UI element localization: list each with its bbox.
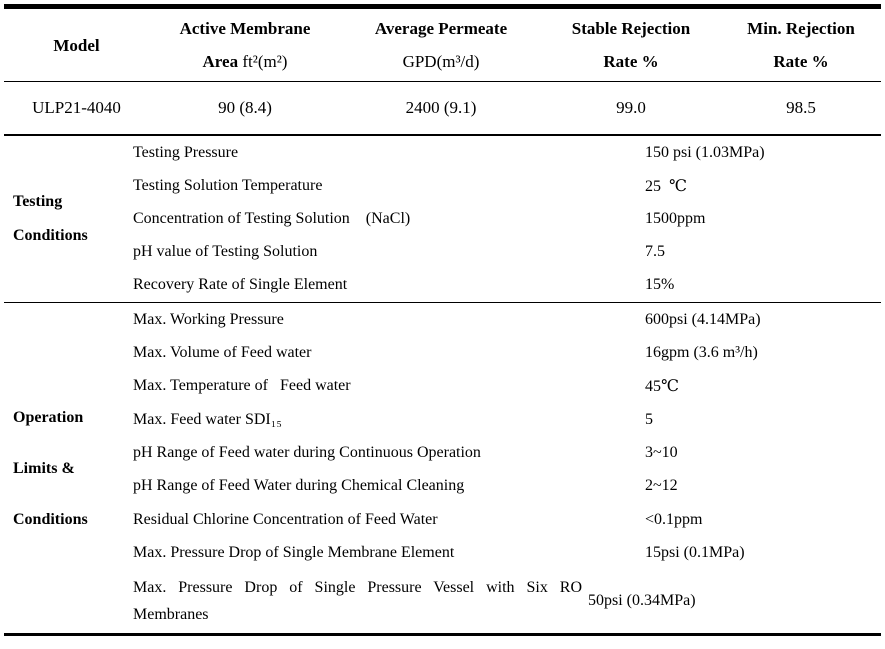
condition-row: Max. Temperature of Feed water 45℃	[133, 370, 881, 403]
section-testing-conditions: Testing Conditions Testing Pressure 150 …	[4, 136, 881, 303]
condition-row: Max. Pressure Drop of Single Membrane El…	[133, 536, 881, 569]
section-title-line: Limits &	[13, 459, 75, 477]
spec-table-header-row: Model Active Membrane Area ft²(m²) Avera…	[4, 9, 881, 82]
spec-table-data-row: ULP21-4040 90 (8.4) 2400 (9.1) 99.0 98.5	[4, 82, 881, 136]
cell-stable-rejection-rate: 99.0	[616, 98, 646, 117]
condition-row: Residual Chlorine Concentration of Feed …	[133, 503, 881, 536]
condition-row: Max. Working Pressure 600psi (4.14MPa)	[133, 303, 881, 336]
condition-value: 16gpm (3.6 m³/h)	[645, 343, 758, 361]
col-header-stable-rejection: Stable Rejection Rate %	[541, 20, 721, 70]
section-title-line: Testing	[13, 193, 63, 210]
condition-value: 600psi (4.14MPa)	[645, 310, 761, 328]
condition-value: 25 ℃	[645, 177, 687, 195]
header-line1: Active Membrane	[179, 19, 311, 38]
condition-value: 45℃	[645, 378, 679, 396]
condition-value: <0.1ppm	[645, 510, 703, 528]
condition-row: Recovery Rate of Single Element 15%	[133, 269, 881, 302]
section-operation-limits: Operation Limits & Conditions Max. Worki…	[4, 303, 881, 636]
condition-row: Testing Solution Temperature 25 ℃	[133, 169, 881, 202]
spec-table: Model Active Membrane Area ft²(m²) Avera…	[4, 4, 881, 136]
col-header-model: Model	[4, 37, 149, 54]
condition-label: Max. Pressure Drop of Single Pressure Ve…	[133, 579, 582, 624]
header-line2: Rate %	[603, 52, 659, 71]
condition-value: 2~12	[645, 477, 678, 495]
section-rows: Testing Pressure 150 psi (1.03MPa) Testi…	[133, 136, 881, 302]
condition-row: Testing Pressure 150 psi (1.03MPa)	[133, 136, 881, 169]
section-title: Testing Conditions	[4, 136, 133, 302]
header-text: Model	[53, 35, 100, 55]
condition-value: 15psi (0.1MPa)	[645, 543, 745, 561]
condition-row: Max. Volume of Feed water 16gpm (3.6 m³/…	[133, 336, 881, 369]
condition-row: pH value of Testing Solution 7.5	[133, 236, 881, 269]
condition-row: Max. Pressure Drop of Single Pressure Ve…	[133, 570, 881, 633]
condition-label: Residual Chlorine Concentration of Feed …	[133, 510, 438, 528]
condition-value: 1500ppm	[645, 210, 706, 227]
condition-label: pH Range of Feed water during Continuous…	[133, 443, 481, 461]
section-title: Operation Limits & Conditions	[4, 303, 133, 633]
header-line2: Rate %	[773, 52, 829, 71]
condition-label: Max. Volume of Feed water	[133, 343, 312, 361]
section-title-line: Operation	[13, 408, 84, 426]
header-unit: ft²(m²)	[238, 52, 288, 71]
col-header-average-permeate: Average Permeate GPD(m³/d)	[341, 20, 541, 70]
header-line1: Average Permeate	[374, 19, 508, 38]
condition-value: 50psi (0.34MPa)	[588, 592, 696, 610]
condition-label: pH value of Testing Solution	[133, 243, 318, 261]
condition-label: Max. Pressure Drop of Single Membrane El…	[133, 543, 455, 561]
section-rows: Max. Working Pressure 600psi (4.14MPa) M…	[133, 303, 881, 633]
cell-average-permeate: 2400 (9.1)	[405, 98, 477, 117]
condition-value: 3~10	[645, 443, 678, 461]
condition-row: Concentration of Testing Solution (NaCl)…	[133, 202, 881, 235]
header-unit: GPD(m³/d)	[402, 52, 480, 71]
header-line1: Stable Rejection	[571, 19, 691, 38]
condition-value: 15%	[645, 276, 675, 294]
cell-model: ULP21-4040	[32, 98, 121, 117]
condition-label: Max. Temperature of Feed water	[133, 377, 351, 395]
section-title-line: Conditions	[13, 510, 88, 528]
condition-row: Max. Feed water SDI₁₅ 5	[133, 403, 881, 436]
col-header-min-rejection: Min. Rejection Rate %	[721, 20, 881, 70]
condition-row: pH Range of Feed Water during Chemical C…	[133, 470, 881, 503]
col-header-active-membrane-area: Active Membrane Area ft²(m²)	[149, 20, 341, 70]
condition-value: 7.5	[645, 243, 665, 261]
cell-active-membrane-area: 90 (8.4)	[218, 98, 272, 117]
condition-label: Recovery Rate of Single Element	[133, 276, 348, 294]
condition-value: 5	[645, 410, 653, 428]
condition-label: Max. Working Pressure	[133, 310, 284, 328]
condition-label: Testing Solution Temperature	[133, 176, 323, 194]
header-line1: Min. Rejection	[747, 19, 855, 38]
header-line2: Area ft²(m²)	[203, 53, 288, 70]
cell-min-rejection-rate: 98.5	[786, 98, 816, 117]
header-line2-bold: Area	[202, 52, 239, 71]
section-title-line: Conditions	[13, 227, 88, 244]
condition-value: 150 psi (1.03MPa)	[645, 143, 765, 161]
condition-label: pH Range of Feed Water during Chemical C…	[133, 477, 465, 495]
condition-label: Concentration of Testing Solution (NaCl)	[133, 210, 411, 227]
condition-label: Max. Feed water SDI₁₅	[133, 410, 282, 428]
condition-row: pH Range of Feed water during Continuous…	[133, 436, 881, 469]
condition-label: Testing Pressure	[133, 143, 239, 161]
